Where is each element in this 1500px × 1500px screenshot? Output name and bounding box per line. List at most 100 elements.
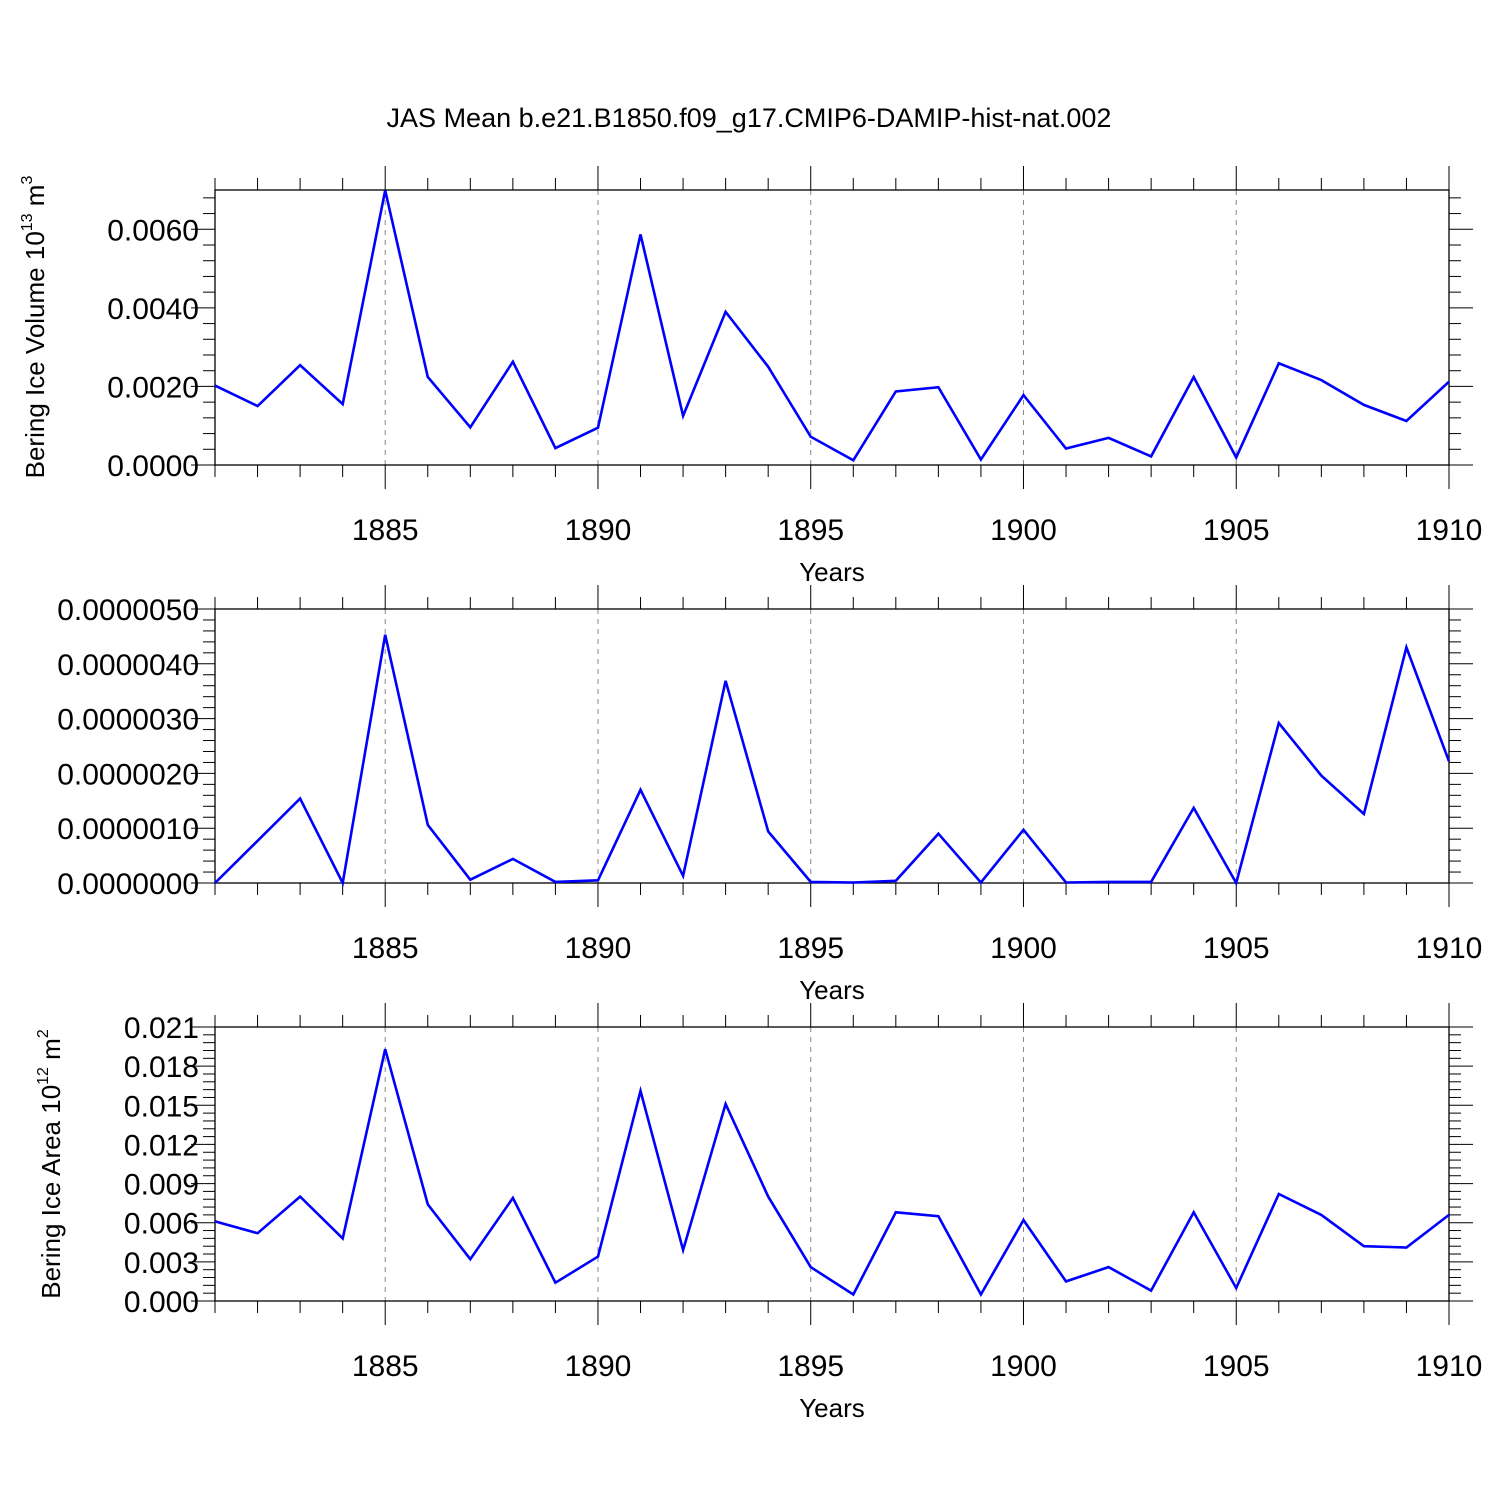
data-point xyxy=(809,880,813,884)
data-point xyxy=(383,633,387,637)
x-tick-label: 1885 xyxy=(352,932,419,965)
y-axis-label-text: Bering Ice Area 10 xyxy=(36,1085,66,1299)
x-tick-label: 1885 xyxy=(352,1350,419,1383)
chart-panel-2: 1885 1890 1895 1900 1905 1910 0.0000000 0.00000… xyxy=(57,585,1482,1005)
y-tick-label: 0.0000010 xyxy=(57,813,199,846)
x-tick-label: 1885 xyxy=(352,514,419,547)
data-point xyxy=(894,390,898,394)
data-point xyxy=(1447,1213,1451,1217)
data-point xyxy=(1319,774,1323,778)
data-point xyxy=(341,881,345,885)
y-tick-label: 0.0040 xyxy=(107,293,199,326)
data-point xyxy=(1107,1265,1111,1269)
y-axis-label-text: Bering Ice Volume 10 xyxy=(20,231,50,478)
y-tick-label: 0.006 xyxy=(124,1208,199,1241)
data-point xyxy=(1064,447,1068,451)
series-line xyxy=(214,190,1450,463)
y-tick-label: 0.009 xyxy=(124,1169,199,1202)
data-point xyxy=(1362,403,1366,407)
y-tick-label: 0.0000040 xyxy=(57,649,199,682)
data-point xyxy=(1404,1246,1408,1250)
x-tick-label: 1905 xyxy=(1203,514,1270,547)
data-point xyxy=(298,797,302,801)
data-point xyxy=(724,1102,728,1106)
data-point xyxy=(596,1255,600,1259)
data-point xyxy=(213,1219,217,1223)
chart-panel-1: 1885 1890 1895 1900 1905 1910 0.0000 0.0020 0.00… xyxy=(19,166,1482,587)
data-point xyxy=(1149,454,1153,458)
y-tick-label: 0.000 xyxy=(124,1286,199,1319)
data-point xyxy=(1447,759,1451,763)
data-point xyxy=(256,839,260,843)
data-point xyxy=(256,1231,260,1235)
data-point xyxy=(1277,721,1281,725)
data-point xyxy=(809,435,813,439)
x-tick-label: 1900 xyxy=(990,514,1057,547)
y-axis-label-unit: m xyxy=(36,1038,66,1067)
data-point xyxy=(979,458,983,462)
data-point xyxy=(511,1196,515,1200)
x-axis-label: Years xyxy=(799,975,865,1005)
y-tick-label: 0.003 xyxy=(124,1247,199,1280)
y-tick-label: 0.012 xyxy=(124,1129,199,1162)
data-point xyxy=(468,425,472,429)
data-point xyxy=(1404,419,1408,423)
data-point xyxy=(1021,828,1025,832)
data-point xyxy=(298,1195,302,1199)
data-point xyxy=(894,1210,898,1214)
x-tick-label: 1895 xyxy=(777,514,844,547)
x-tick-label: 1905 xyxy=(1203,932,1270,965)
data-point xyxy=(851,458,855,462)
y-tick-label: 0.021 xyxy=(124,1012,199,1045)
y-axis-label-unit: m xyxy=(20,185,50,214)
y-axis-label-exp: 12 xyxy=(35,1067,52,1085)
y-axis-label-exp: 13 xyxy=(19,213,36,231)
y-tick-label: 0.0000020 xyxy=(57,758,199,791)
data-point xyxy=(1362,1244,1366,1248)
x-tick-label: 1910 xyxy=(1416,932,1483,965)
data-point xyxy=(766,829,770,833)
data-point xyxy=(1064,1279,1068,1283)
y-tick-label: 0.0020 xyxy=(107,371,199,404)
data-point xyxy=(1107,880,1111,884)
data-point xyxy=(426,375,430,379)
data-point xyxy=(936,385,940,389)
data-point xyxy=(851,1292,855,1296)
data-point xyxy=(1319,378,1323,382)
data-point xyxy=(894,879,898,883)
data-point xyxy=(553,880,557,884)
data-point xyxy=(213,881,217,885)
y-axis-label: Bering Ice Area 1012 m2 xyxy=(35,1029,66,1299)
x-axis-label: Years xyxy=(799,557,865,587)
data-point xyxy=(426,1202,430,1206)
x-axis-label: Years xyxy=(799,1393,865,1423)
data-point xyxy=(511,360,515,364)
data-point xyxy=(639,1089,643,1093)
y-axis-label: Bering Ice Volume 1013 m3 xyxy=(19,176,50,479)
chart-panel-3: 1885 1890 1895 1900 1905 1910 0.000 0.003 0.006 0… xyxy=(35,1003,1482,1423)
data-point xyxy=(383,1047,387,1051)
data-point xyxy=(1149,880,1153,884)
data-point xyxy=(426,823,430,827)
data-point xyxy=(511,857,515,861)
data-point xyxy=(979,1292,983,1296)
x-tick-label: 1890 xyxy=(565,514,632,547)
data-point xyxy=(1234,1286,1238,1290)
data-point xyxy=(979,880,983,884)
x-tick-label: 1900 xyxy=(990,932,1057,965)
data-point xyxy=(341,402,345,406)
x-tick-label: 1890 xyxy=(565,1350,632,1383)
data-point xyxy=(1192,375,1196,379)
data-point xyxy=(681,414,685,418)
x-tick-label: 1895 xyxy=(777,1350,844,1383)
data-point xyxy=(851,880,855,884)
data-point xyxy=(1192,1210,1196,1214)
data-point xyxy=(596,426,600,430)
data-point xyxy=(1234,881,1238,885)
data-point xyxy=(639,788,643,792)
data-point xyxy=(1021,393,1025,397)
y-tick-label: 0.0000000 xyxy=(57,868,199,901)
data-point xyxy=(809,1265,813,1269)
y-tick-label: 0.015 xyxy=(124,1090,199,1123)
data-point xyxy=(724,679,728,683)
